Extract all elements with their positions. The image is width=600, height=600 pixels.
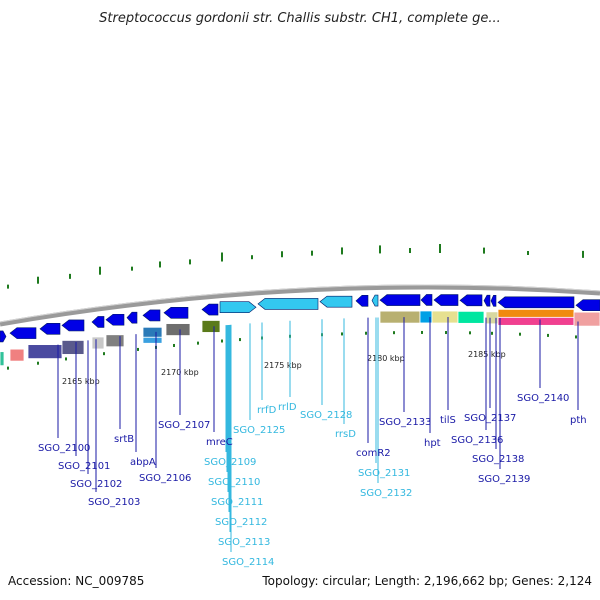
backbone-ring <box>0 284 600 327</box>
gene-arrow[interactable] <box>163 306 189 319</box>
gene-arrow[interactable] <box>371 294 379 307</box>
genome-summary-text: Topology: circular; Length: 2,196,662 bp… <box>261 574 592 588</box>
gene-track[interactable] <box>0 294 600 343</box>
gene-arrow[interactable] <box>39 323 61 335</box>
gene-label[interactable]: SGO_2112 <box>215 517 267 528</box>
gene-arrow[interactable] <box>355 295 369 307</box>
gc-content-track <box>7 243 584 289</box>
feature-block <box>0 351 5 367</box>
gene-label[interactable]: SGO_2140 <box>517 393 569 404</box>
gene-arrow[interactable] <box>490 295 497 307</box>
gene-label[interactable]: SGO_2100 <box>38 443 90 454</box>
gene-arrow[interactable] <box>219 301 257 314</box>
accession-text: Accession: NC_009785 <box>8 574 144 588</box>
gene-arrow[interactable] <box>379 294 421 306</box>
feature-block <box>457 310 485 324</box>
gene-arrow[interactable] <box>420 294 433 306</box>
gene-arrow[interactable] <box>459 294 483 307</box>
gene-arrow[interactable] <box>142 309 161 322</box>
scale-label: 2175 kbp <box>264 361 302 370</box>
feature-block <box>61 340 85 355</box>
gene-labels[interactable]: SGO_2100 SGO_2101 SGO_2102 SGO_2103 srtB… <box>38 393 587 568</box>
gene-label[interactable]: SGO_2101 <box>58 461 110 472</box>
gene-label[interactable]: SGO_2131 <box>358 468 410 479</box>
gene-label[interactable]: SGO_2133 <box>379 417 431 428</box>
feature-block <box>91 336 105 350</box>
gene-label[interactable]: SGO_2110 <box>208 477 260 488</box>
gene-arrow[interactable] <box>575 299 600 311</box>
gene-label[interactable]: SGO_2109 <box>204 457 256 468</box>
gene-label[interactable]: SGO_2113 <box>218 537 270 548</box>
gene-label[interactable]: SGO_2128 <box>300 410 352 421</box>
gene-label[interactable]: SGO_2114 <box>222 557 274 568</box>
gene-label[interactable]: SGO_2138 <box>472 454 524 465</box>
gene-arrow[interactable] <box>0 330 7 343</box>
gene-arrow[interactable] <box>126 311 138 324</box>
gene-label[interactable]: SGO_2111 <box>211 497 263 508</box>
gene-label[interactable]: SGO_2137 <box>464 413 516 424</box>
gene-label[interactable]: rrlD <box>278 402 297 413</box>
feature-block <box>142 326 163 338</box>
gene-label[interactable]: SGO_2103 <box>88 497 140 508</box>
gene-arrow[interactable] <box>483 294 491 307</box>
gene-arrow[interactable] <box>105 313 125 326</box>
gene-label[interactable]: SGO_2106 <box>139 473 191 484</box>
scale-label: 2165 kbp <box>62 377 100 386</box>
gene-label[interactable]: hpt <box>424 438 441 449</box>
feature-track <box>0 308 600 367</box>
feature-block <box>9 348 25 362</box>
feature-block <box>142 336 163 344</box>
gene-arrow[interactable] <box>497 296 575 309</box>
feature-block <box>431 310 459 324</box>
gene-label[interactable]: srtB <box>114 434 134 445</box>
gene-arrow[interactable] <box>433 294 459 306</box>
map-title: Streptococcus gordonii str. Challis subs… <box>99 11 501 26</box>
feature-block <box>497 308 575 318</box>
gene-arrow[interactable] <box>91 316 105 328</box>
backbone-ring-highlight <box>0 284 600 323</box>
label-leader-lines <box>57 316 579 552</box>
gene-label[interactable]: SGO_2107 <box>158 420 210 431</box>
gene-arrow[interactable] <box>319 295 353 308</box>
gene-label[interactable]: mreC <box>206 437 233 448</box>
gene-arrow[interactable] <box>9 327 37 339</box>
scale-label: 2185 kbp <box>468 350 506 359</box>
gene-label[interactable]: comR2 <box>356 448 391 459</box>
gene-label[interactable]: rrsD <box>335 429 356 440</box>
gene-label[interactable]: pth <box>570 415 587 426</box>
feature-block <box>379 310 421 324</box>
gene-label[interactable]: SGO_2102 <box>70 479 122 490</box>
gene-arrow[interactable] <box>201 303 219 316</box>
feature-block <box>105 334 125 348</box>
gene-label[interactable]: SGO_2125 <box>233 425 285 436</box>
gene-label[interactable]: tilS <box>440 415 456 426</box>
scale-labels: 2165 kbp 2170 kbp 2175 kbp 2180 kbp 2185… <box>62 350 506 386</box>
scale-label: 2180 kbp <box>367 354 405 363</box>
gene-label[interactable]: abpA <box>130 457 156 468</box>
gene-label[interactable]: SGO_2139 <box>478 474 530 485</box>
gene-label[interactable]: SGO_2132 <box>360 488 412 499</box>
feature-block <box>27 344 63 360</box>
feature-block <box>497 316 575 326</box>
gene-label[interactable]: SGO_2136 <box>451 435 503 446</box>
feature-block <box>201 320 221 333</box>
gene-label[interactable]: rrfD <box>257 405 277 416</box>
gene-arrow[interactable] <box>257 298 319 310</box>
feature-block <box>165 323 191 336</box>
feature-block <box>573 311 600 327</box>
gene-arrow[interactable] <box>61 319 85 332</box>
